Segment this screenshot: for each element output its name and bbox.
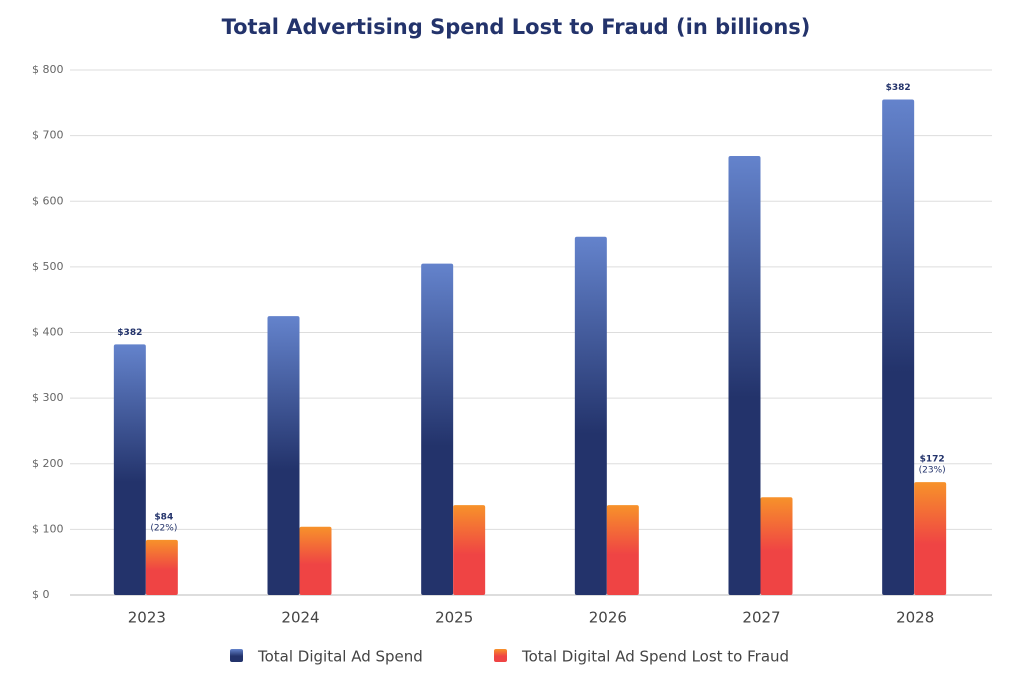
x-tick-label: 2023	[128, 609, 166, 627]
share-label: (23%)	[919, 466, 946, 476]
bar	[421, 263, 454, 595]
annotation: $382	[886, 83, 911, 93]
chart-title: Total Advertising Spend Lost to Fraud (i…	[222, 15, 811, 39]
bar	[728, 155, 761, 595]
share-label: (22%)	[150, 523, 177, 533]
y-tick-label: $ 100	[32, 522, 64, 535]
bar	[760, 497, 793, 595]
legend-label: Total Digital Ad Spend	[257, 648, 423, 666]
y-tick-label: $ 200	[32, 457, 64, 470]
y-tick-label: $ 0	[32, 588, 50, 601]
y-tick-label: $ 600	[32, 194, 64, 207]
y-tick-label: $ 300	[32, 391, 64, 404]
y-tick-label: $ 800	[32, 63, 64, 76]
bar	[145, 539, 178, 595]
x-tick-label: 2027	[742, 609, 780, 627]
bar	[299, 526, 332, 595]
x-tick-label: 2024	[281, 609, 319, 627]
x-tick-label: 2026	[589, 609, 627, 627]
value-label: $84	[154, 512, 173, 522]
y-tick-label: $ 700	[32, 129, 64, 142]
x-tick-label: 2028	[896, 609, 934, 627]
value-label: $172	[920, 455, 945, 465]
bar	[914, 482, 947, 595]
legend-label: Total Digital Ad Spend Lost to Fraud	[521, 648, 789, 666]
y-tick-label: $ 400	[32, 326, 64, 339]
legend-swatch	[494, 649, 507, 662]
value-label: $382	[117, 328, 142, 338]
x-tick-label: 2025	[435, 609, 473, 627]
legend-swatch	[230, 649, 243, 662]
bar	[113, 344, 146, 595]
bar	[574, 236, 607, 595]
y-tick-label: $ 500	[32, 260, 64, 273]
bar	[453, 505, 486, 595]
bar	[606, 505, 639, 595]
bar	[267, 316, 300, 595]
bar	[882, 99, 915, 595]
